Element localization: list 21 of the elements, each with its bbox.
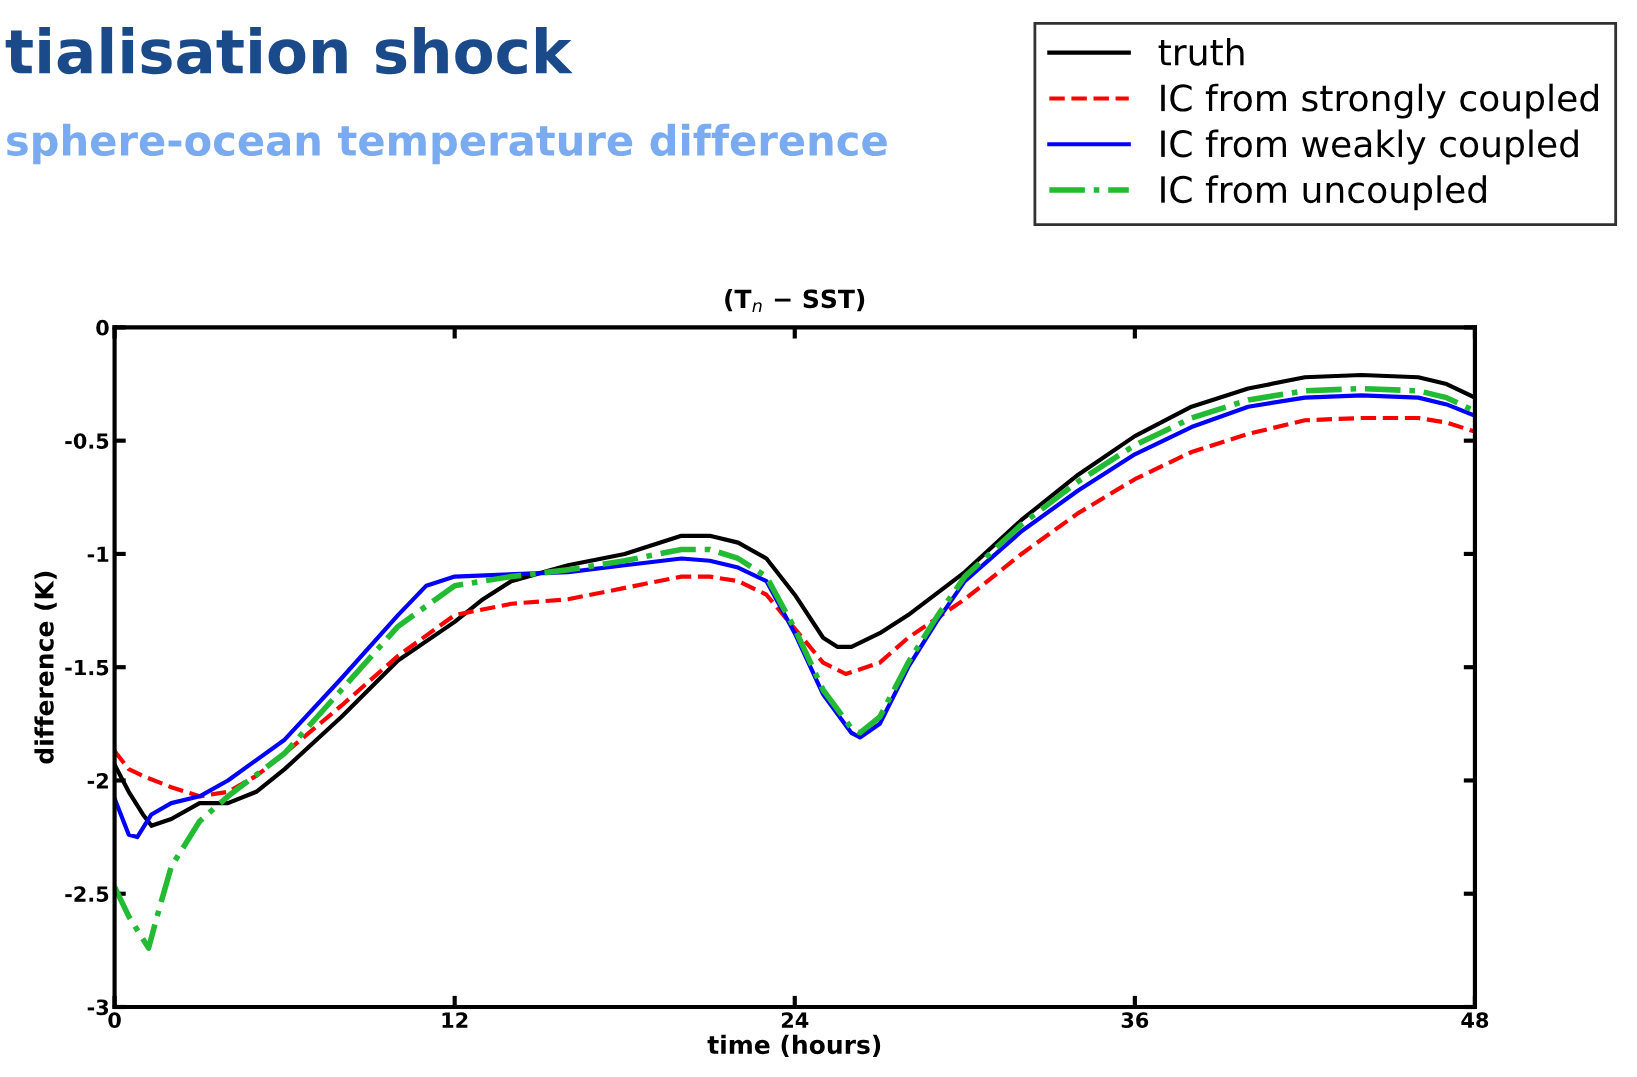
legend-label: IC from weakly coupled (1161, 129, 1578, 165)
y-tick-label: -2 (87, 772, 108, 789)
legend-label: IC from strongly coupled (1161, 83, 1598, 119)
y-tick-label: -1.5 (65, 659, 109, 676)
x-tick-label: 0 (108, 1012, 121, 1028)
text: sphere-ocean temperature difference (7, 123, 887, 165)
x-tick-label: 12 (442, 1012, 468, 1028)
x-tick-label: 24 (781, 1012, 809, 1028)
legend-label: truth (1158, 37, 1244, 66)
legend-label: IC from uncoupled (1161, 175, 1486, 211)
y-tick-label: -1 (87, 546, 109, 562)
x-axis-title: time (hours) (707, 1034, 881, 1058)
x-tick-label: 48 (1461, 1012, 1489, 1028)
chart-title: (T$_{n}$ − SST) (725, 288, 865, 313)
text: tialisation shock (5, 26, 573, 75)
y-tick-label: -0.5 (65, 433, 109, 449)
y-axis-title: difference (K) (34, 571, 57, 764)
y-tick-label: -3 (87, 999, 109, 1016)
y-tick-label: -2.5 (65, 886, 109, 902)
y-tick-label: 0 (96, 319, 109, 336)
x-tick-label: 36 (1121, 1012, 1149, 1028)
